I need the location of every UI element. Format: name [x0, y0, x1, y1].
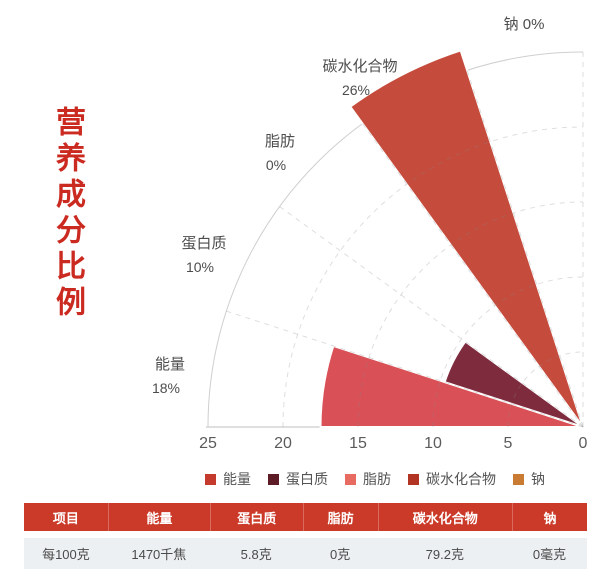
- legend-label-protein: 蛋白质: [286, 471, 328, 487]
- grid-radial-line: [279, 206, 584, 428]
- legend-item-sodium[interactable]: 钠: [513, 469, 545, 489]
- category-percent-fat: 0%: [266, 157, 286, 173]
- axis-tick-label: 25: [199, 435, 217, 452]
- grid-arc: [282, 126, 584, 428]
- polar-grid: [226, 52, 584, 428]
- legend-swatch-protein: [268, 473, 279, 485]
- table-cell-fat: 0克: [329, 547, 351, 562]
- category-label-carbs: 碳水化合物: [322, 58, 397, 75]
- axis-tick-label: 0: [579, 435, 588, 452]
- legend-label-energy: 能量: [223, 471, 251, 487]
- table-header-energy: 能量: [107, 503, 210, 531]
- category-percent-carbs: 26%: [342, 82, 370, 98]
- axis-tick-label: 20: [274, 435, 292, 452]
- legend-swatch-sodium: [513, 473, 524, 485]
- chart-legend: 能量 蛋白质 脂肪 碳水化合物 钠: [150, 469, 600, 489]
- table-row: 每100克 1470千焦 5.8克 0克 79.2克 0毫克: [24, 538, 587, 569]
- category-label-energy: 能量: [155, 356, 185, 373]
- legend-swatch-energy: [205, 473, 216, 485]
- grid-radial-line: [226, 310, 584, 428]
- table-header-fat: 脂肪: [302, 503, 378, 531]
- nutrition-table: 项目 能量 蛋白质 脂肪 碳水化合物 钠 每100克 1470千焦 5.8克 0…: [24, 503, 587, 569]
- category-percent-protein: 10%: [186, 259, 214, 275]
- table-cell-protein: 5.8克: [240, 547, 272, 562]
- table-header-protein: 蛋白质: [209, 503, 303, 531]
- category-label-sodium: 钠 0%: [504, 16, 545, 33]
- grid-arc: [357, 201, 584, 428]
- legend-label-sodium: 钠: [531, 471, 545, 487]
- table-header-carbs: 碳水化合物: [377, 503, 513, 531]
- legend-swatch-fat: [345, 473, 356, 485]
- axis-tick-label: 15: [349, 435, 367, 452]
- legend-swatch-carbs: [408, 473, 419, 485]
- outer-arc: [207, 51, 584, 428]
- table-header-item: 项目: [52, 510, 79, 526]
- grid-arc: [432, 276, 584, 428]
- table-cell-sodium: 0毫克: [532, 547, 567, 562]
- axis-tick-label: 10: [424, 435, 442, 452]
- table-cell-carbs: 79.2克: [425, 547, 464, 562]
- table-header-row: 项目 能量 蛋白质 脂肪 碳水化合物 钠: [24, 503, 587, 531]
- legend-item-fat[interactable]: 脂肪: [345, 469, 391, 489]
- grid-radial-line: [466, 70, 584, 428]
- legend-item-carbs[interactable]: 碳水化合物: [408, 469, 496, 489]
- category-label-fat: 脂肪: [265, 133, 295, 150]
- nutrition-polar-chart: 25 20 15 10 5 0 能量 18% 蛋白质 10% 脂肪 0% 碳水化合物 26% 钠 0%: [152, 16, 588, 452]
- table-cell-energy: 1470千焦: [131, 547, 187, 562]
- chart-sector-carbs[interactable]: [349, 49, 584, 428]
- page-title: 营养成分比例: [51, 106, 84, 322]
- grid-arc: [507, 351, 584, 428]
- grid-radial-line: [362, 123, 584, 428]
- legend-label-carbs: 碳水化合物: [426, 471, 496, 487]
- axis-tick-label: 5: [504, 435, 513, 452]
- legend-label-fat: 脂肪: [363, 471, 391, 487]
- table-header-sodium: 钠: [512, 503, 587, 531]
- category-percent-energy: 18%: [152, 380, 180, 396]
- legend-item-protein[interactable]: 蛋白质: [268, 469, 328, 489]
- category-label-protein: 蛋白质: [181, 235, 226, 252]
- legend-item-energy[interactable]: 能量: [205, 469, 251, 489]
- table-cell-item: 每100克: [42, 547, 90, 562]
- chart-sector-protein[interactable]: [443, 340, 584, 428]
